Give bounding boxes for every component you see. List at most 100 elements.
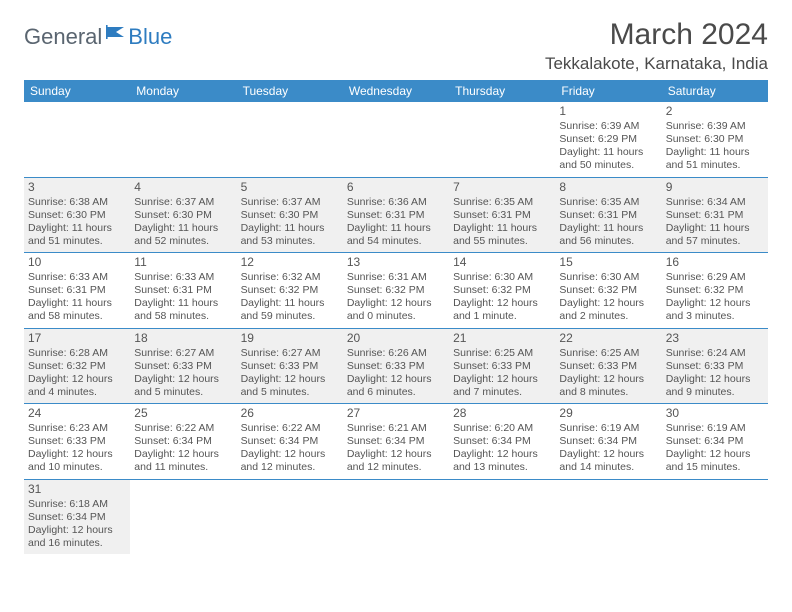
day-info-line: Sunset: 6:34 PM bbox=[134, 435, 232, 448]
day-info-line: Sunrise: 6:33 AM bbox=[28, 271, 126, 284]
day-info-line: Daylight: 12 hours bbox=[134, 448, 232, 461]
calendar-cell-empty bbox=[24, 102, 130, 177]
day-number: 29 bbox=[559, 406, 657, 421]
day-info-line: Daylight: 12 hours bbox=[666, 297, 764, 310]
day-info-line: Sunset: 6:31 PM bbox=[453, 209, 551, 222]
calendar-cell: 7Sunrise: 6:35 AMSunset: 6:31 PMDaylight… bbox=[449, 177, 555, 253]
day-number: 2 bbox=[666, 104, 764, 119]
day-info-line: Daylight: 11 hours bbox=[134, 297, 232, 310]
calendar-cell: 31Sunrise: 6:18 AMSunset: 6:34 PMDayligh… bbox=[24, 479, 130, 554]
day-info-line: and 2 minutes. bbox=[559, 310, 657, 323]
day-info-line: Sunrise: 6:35 AM bbox=[559, 196, 657, 209]
calendar-header-row: SundayMondayTuesdayWednesdayThursdayFrid… bbox=[24, 80, 768, 102]
day-info-line: Daylight: 12 hours bbox=[453, 373, 551, 386]
day-number: 7 bbox=[453, 180, 551, 195]
day-info-line: Sunrise: 6:21 AM bbox=[347, 422, 445, 435]
calendar-cell: 13Sunrise: 6:31 AMSunset: 6:32 PMDayligh… bbox=[343, 253, 449, 329]
calendar-cell: 14Sunrise: 6:30 AMSunset: 6:32 PMDayligh… bbox=[449, 253, 555, 329]
calendar-cell: 26Sunrise: 6:22 AMSunset: 6:34 PMDayligh… bbox=[237, 404, 343, 480]
day-info-line: Sunset: 6:33 PM bbox=[347, 360, 445, 373]
day-info-line: Sunset: 6:34 PM bbox=[347, 435, 445, 448]
day-info-line: Sunrise: 6:25 AM bbox=[453, 347, 551, 360]
calendar-cell: 1Sunrise: 6:39 AMSunset: 6:29 PMDaylight… bbox=[555, 102, 661, 177]
day-info-line: Sunset: 6:32 PM bbox=[666, 284, 764, 297]
calendar-cell: 17Sunrise: 6:28 AMSunset: 6:32 PMDayligh… bbox=[24, 328, 130, 404]
day-info-line: Sunset: 6:33 PM bbox=[453, 360, 551, 373]
day-info-line: Sunrise: 6:22 AM bbox=[134, 422, 232, 435]
dayname-header: Sunday bbox=[24, 80, 130, 102]
calendar-cell: 10Sunrise: 6:33 AMSunset: 6:31 PMDayligh… bbox=[24, 253, 130, 329]
day-info-line: Sunset: 6:31 PM bbox=[666, 209, 764, 222]
day-info-line: Sunrise: 6:20 AM bbox=[453, 422, 551, 435]
day-info-line: Sunrise: 6:23 AM bbox=[28, 422, 126, 435]
day-info-line: and 8 minutes. bbox=[559, 386, 657, 399]
day-info-line: and 7 minutes. bbox=[453, 386, 551, 399]
day-info-line: Daylight: 12 hours bbox=[559, 297, 657, 310]
calendar-cell: 23Sunrise: 6:24 AMSunset: 6:33 PMDayligh… bbox=[662, 328, 768, 404]
day-info-line: Sunset: 6:31 PM bbox=[559, 209, 657, 222]
day-number: 15 bbox=[559, 255, 657, 270]
day-info-line: and 51 minutes. bbox=[666, 159, 764, 172]
day-info-line: Sunset: 6:31 PM bbox=[134, 284, 232, 297]
day-info-line: Sunrise: 6:26 AM bbox=[347, 347, 445, 360]
day-number: 5 bbox=[241, 180, 339, 195]
day-number: 14 bbox=[453, 255, 551, 270]
dayname-header: Thursday bbox=[449, 80, 555, 102]
day-info-line: and 51 minutes. bbox=[28, 235, 126, 248]
day-number: 27 bbox=[347, 406, 445, 421]
day-info-line: Daylight: 11 hours bbox=[559, 146, 657, 159]
day-number: 25 bbox=[134, 406, 232, 421]
calendar-cell-empty bbox=[237, 102, 343, 177]
calendar-cell: 27Sunrise: 6:21 AMSunset: 6:34 PMDayligh… bbox=[343, 404, 449, 480]
calendar-cell: 29Sunrise: 6:19 AMSunset: 6:34 PMDayligh… bbox=[555, 404, 661, 480]
day-info-line: Sunrise: 6:30 AM bbox=[559, 271, 657, 284]
calendar-cell: 9Sunrise: 6:34 AMSunset: 6:31 PMDaylight… bbox=[662, 177, 768, 253]
day-info-line: Sunset: 6:33 PM bbox=[559, 360, 657, 373]
day-info-line: Sunset: 6:33 PM bbox=[666, 360, 764, 373]
day-info-line: Sunset: 6:34 PM bbox=[453, 435, 551, 448]
day-info-line: Sunrise: 6:37 AM bbox=[241, 196, 339, 209]
day-info-line: and 0 minutes. bbox=[347, 310, 445, 323]
day-info-line: Daylight: 12 hours bbox=[453, 448, 551, 461]
day-info-line: Daylight: 12 hours bbox=[666, 373, 764, 386]
day-info-line: Sunset: 6:30 PM bbox=[666, 133, 764, 146]
day-info-line: and 5 minutes. bbox=[241, 386, 339, 399]
dayname-header: Monday bbox=[130, 80, 236, 102]
calendar-cell-empty bbox=[343, 479, 449, 554]
calendar-cell: 20Sunrise: 6:26 AMSunset: 6:33 PMDayligh… bbox=[343, 328, 449, 404]
calendar-cell: 25Sunrise: 6:22 AMSunset: 6:34 PMDayligh… bbox=[130, 404, 236, 480]
day-number: 16 bbox=[666, 255, 764, 270]
day-info-line: Daylight: 11 hours bbox=[134, 222, 232, 235]
location-text: Tekkalakote, Karnataka, India bbox=[545, 54, 768, 74]
day-info-line: Sunrise: 6:27 AM bbox=[241, 347, 339, 360]
calendar-cell-empty bbox=[449, 479, 555, 554]
day-info-line: Daylight: 12 hours bbox=[347, 297, 445, 310]
day-info-line: Sunset: 6:32 PM bbox=[28, 360, 126, 373]
day-info-line: Sunset: 6:33 PM bbox=[28, 435, 126, 448]
day-number: 1 bbox=[559, 104, 657, 119]
day-info-line: and 58 minutes. bbox=[134, 310, 232, 323]
calendar-cell: 8Sunrise: 6:35 AMSunset: 6:31 PMDaylight… bbox=[555, 177, 661, 253]
day-number: 10 bbox=[28, 255, 126, 270]
day-info-line: Sunrise: 6:18 AM bbox=[28, 498, 126, 511]
calendar-cell-empty bbox=[449, 102, 555, 177]
day-info-line: and 55 minutes. bbox=[453, 235, 551, 248]
day-info-line: and 52 minutes. bbox=[134, 235, 232, 248]
day-info-line: Sunrise: 6:30 AM bbox=[453, 271, 551, 284]
day-info-line: Sunrise: 6:19 AM bbox=[666, 422, 764, 435]
day-info-line: Sunrise: 6:32 AM bbox=[241, 271, 339, 284]
calendar-cell-empty bbox=[237, 479, 343, 554]
day-info-line: Sunset: 6:34 PM bbox=[666, 435, 764, 448]
day-number: 22 bbox=[559, 331, 657, 346]
day-info-line: Daylight: 12 hours bbox=[347, 373, 445, 386]
day-info-line: and 10 minutes. bbox=[28, 461, 126, 474]
day-info-line: Daylight: 12 hours bbox=[559, 373, 657, 386]
day-info-line: and 53 minutes. bbox=[241, 235, 339, 248]
day-info-line: and 56 minutes. bbox=[559, 235, 657, 248]
day-number: 9 bbox=[666, 180, 764, 195]
day-info-line: Sunset: 6:29 PM bbox=[559, 133, 657, 146]
day-number: 23 bbox=[666, 331, 764, 346]
day-info-line: and 16 minutes. bbox=[28, 537, 126, 550]
day-info-line: Sunset: 6:32 PM bbox=[559, 284, 657, 297]
calendar-cell: 3Sunrise: 6:38 AMSunset: 6:30 PMDaylight… bbox=[24, 177, 130, 253]
